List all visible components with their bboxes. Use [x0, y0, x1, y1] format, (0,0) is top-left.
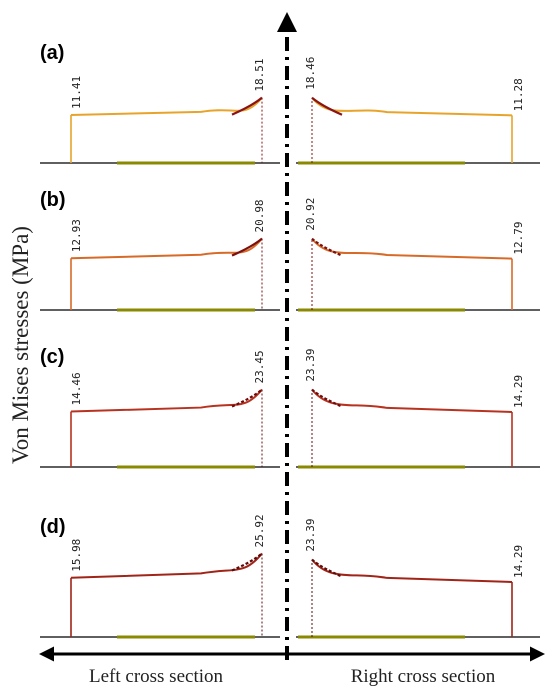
right-stress-curve [311, 389, 513, 413]
right-peak-segment [311, 558, 343, 578]
right-peak-value: 23.39 [304, 519, 317, 552]
right-edge-value: 11.28 [512, 78, 525, 111]
left-edge-value: 15.98 [70, 539, 83, 572]
right-cross-section-label: Right cross section [351, 666, 496, 687]
panel-label: (d) [40, 516, 66, 538]
left-peak-segment [231, 96, 263, 116]
y-axis-label: Von Mises stresses (MPa) [8, 226, 33, 464]
left-edge-value: 12.93 [70, 219, 83, 252]
right-stress-curve [311, 97, 513, 117]
left-stress-curve [70, 552, 263, 579]
left-peak-value: 23.45 [253, 350, 266, 383]
panel-label: (c) [40, 346, 64, 368]
right-peak-value: 23.39 [304, 349, 317, 382]
left-edge-value: 11.41 [70, 76, 83, 109]
right-edge-value: 14.29 [512, 545, 525, 578]
left-peak-value: 25.92 [253, 514, 266, 547]
left-peak-segment [231, 552, 263, 572]
right-stress-curve [311, 559, 513, 583]
left-stress-curve [70, 96, 263, 116]
right-edge-value: 12.79 [512, 221, 525, 254]
panel-label: (b) [40, 189, 66, 211]
left-edge-value: 14.46 [70, 372, 83, 405]
panels: (a) 11.41 18.51 18.46 11.28 (b) 12.93 20.98 20.9… [40, 42, 540, 639]
right-peak-segment [311, 96, 343, 116]
left-stress-curve [70, 237, 263, 260]
right-stress-curve [311, 238, 513, 260]
right-peak-value: 18.46 [304, 57, 317, 90]
left-stress-curve [70, 388, 263, 413]
right-peak-value: 20.92 [304, 198, 317, 231]
right-edge-value: 14.29 [512, 375, 525, 408]
right-peak-segment [311, 388, 343, 408]
right-peak-segment [311, 237, 343, 257]
left-peak-value: 18.51 [253, 58, 266, 91]
panel-label: (a) [40, 42, 64, 64]
left-peak-value: 20.98 [253, 199, 266, 232]
left-peak-segment [231, 388, 263, 408]
left-peak-segment [231, 237, 263, 257]
left-cross-section-label: Left cross section [89, 666, 224, 687]
